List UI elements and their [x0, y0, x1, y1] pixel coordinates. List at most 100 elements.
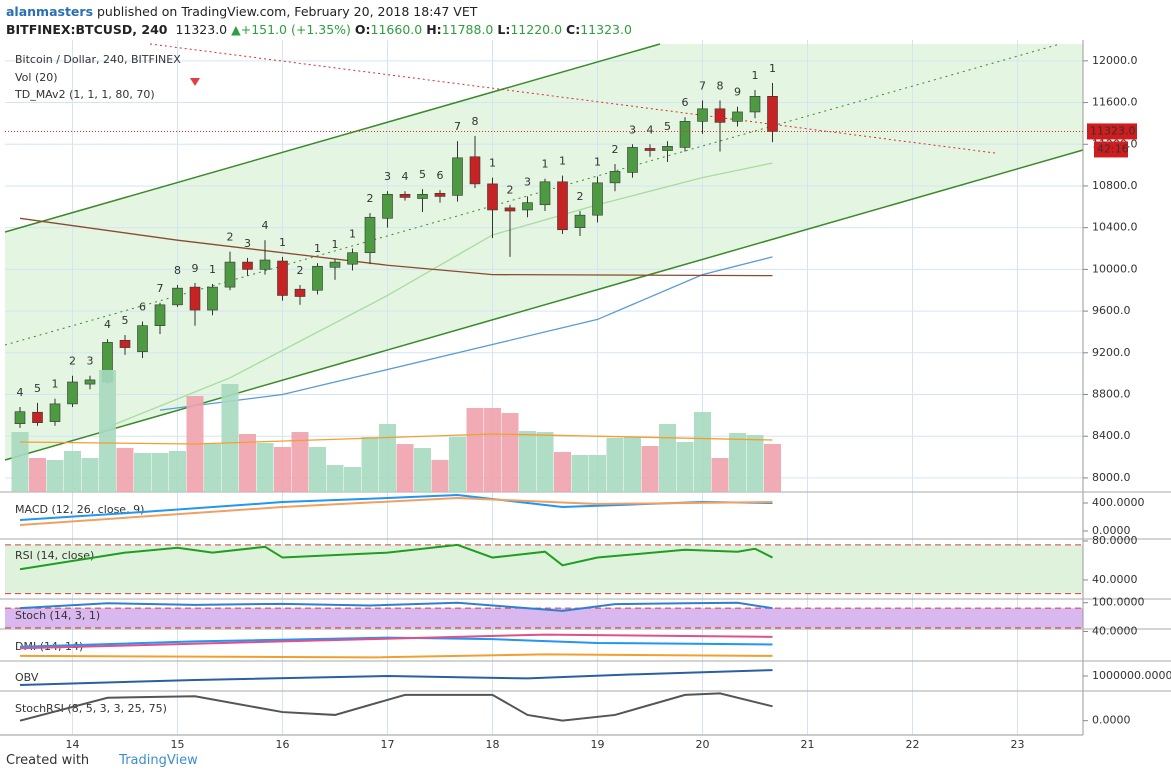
pane-title: Stoch (14, 3, 1)	[15, 609, 100, 622]
setup-count: 3	[524, 175, 531, 188]
volume-bar	[711, 458, 729, 492]
candle-body	[452, 157, 463, 196]
volume-bar	[46, 460, 64, 492]
setup-count: 1	[541, 158, 548, 171]
candle-body	[382, 194, 393, 219]
candle-body	[84, 379, 96, 385]
x-tick-label: 23	[1010, 738, 1024, 751]
candle-body	[557, 181, 568, 231]
setup-count: 3	[244, 237, 251, 250]
candle-body	[417, 194, 428, 199]
y-tick-label: 0.0000	[1092, 714, 1131, 727]
x-tick-label: 22	[905, 738, 919, 751]
candle-body	[242, 261, 253, 270]
setup-count: 6	[436, 169, 443, 182]
y-tick-label: 80.0000	[1092, 534, 1138, 547]
c-val: 11323.0	[580, 22, 632, 37]
volume-bar	[763, 444, 781, 492]
candle-body	[592, 182, 603, 216]
footer: Created with TradingView	[6, 753, 198, 768]
h-key: H:	[426, 22, 442, 37]
indicator-line	[19, 497, 773, 526]
setup-count: 6	[139, 301, 146, 314]
author: alanmasters	[6, 4, 94, 19]
setup-count: 7	[156, 282, 163, 295]
l-val: 11220.0	[510, 22, 563, 37]
indicator-line	[19, 633, 773, 650]
setup-count: 2	[576, 190, 583, 203]
indicator-line	[19, 543, 773, 571]
volume-bar	[81, 458, 99, 492]
volume-bar	[413, 448, 431, 492]
candle-body	[277, 260, 288, 296]
candle-body	[627, 147, 638, 173]
candle-body	[329, 261, 341, 268]
setup-count: 9	[191, 262, 198, 275]
volume-bar	[728, 433, 746, 492]
setup-count: 3	[629, 123, 636, 136]
setup-count: 4	[261, 219, 268, 232]
y-tick-label: 8400.0	[1092, 429, 1131, 442]
volume-bar	[256, 443, 274, 492]
last: 11323.0	[175, 22, 228, 37]
brand[interactable]: TradingView	[119, 753, 198, 768]
candle-body	[714, 108, 726, 123]
volume-bar	[221, 384, 239, 492]
y-tick-label: 12000.0	[1092, 54, 1138, 67]
candle-body	[14, 411, 26, 425]
candle-body	[172, 287, 183, 306]
h-val: 11788.0	[441, 22, 494, 37]
volume-bar	[536, 432, 554, 492]
setup-count: 5	[664, 120, 671, 133]
volume-bar	[501, 413, 519, 492]
indicator-line	[19, 636, 773, 648]
volume-bar	[746, 435, 764, 492]
candle-body	[312, 265, 323, 291]
candle-body	[662, 146, 673, 151]
y-tick-label: 9600.0	[1092, 304, 1131, 317]
setup-count: 1	[209, 263, 216, 276]
x-tick-label: 16	[275, 738, 289, 751]
candle-body	[732, 111, 743, 122]
candle-body	[137, 325, 148, 353]
y-tick-label: 8000.0	[1092, 471, 1131, 484]
setup-count: 8	[471, 115, 478, 128]
y-tick-label: 8800.0	[1092, 388, 1131, 401]
y-tick-label: 40.0000	[1092, 573, 1138, 586]
setup-count: 8	[716, 79, 723, 92]
band	[5, 608, 1083, 628]
volume-bar	[606, 438, 624, 492]
y-tick-label: 1000000.0000	[1092, 669, 1171, 682]
published: published on TradingView.com, February 2…	[97, 4, 478, 19]
candle-body	[207, 286, 218, 311]
candle-body	[767, 96, 778, 132]
setup-count: 1	[331, 238, 338, 251]
setup-count: 4	[16, 386, 23, 399]
indicator-line	[19, 653, 773, 659]
pane-title: StochRSI (8, 5, 3, 3, 25, 75)	[15, 702, 167, 715]
candle-body	[644, 148, 656, 151]
candle-body	[119, 339, 131, 348]
pane-title: Vol (20)	[15, 71, 58, 84]
candle-body	[259, 259, 271, 270]
header: alanmasters published on TradingView.com…	[6, 3, 632, 39]
candle-body	[189, 286, 201, 311]
volume-bar	[308, 447, 326, 492]
volume-bar	[378, 424, 396, 492]
volume-ma	[19, 433, 773, 445]
volume-bar	[28, 458, 46, 492]
setup-count: 1	[489, 157, 496, 170]
setup-count: 1	[349, 228, 356, 241]
volume-bar	[238, 434, 256, 492]
setup-count: 2	[366, 192, 373, 205]
indicator-line	[19, 669, 773, 686]
arrow: ▲	[231, 22, 241, 37]
y-tick-label: 400.0000	[1092, 496, 1145, 509]
volume-bar	[658, 424, 676, 492]
volume-bar	[343, 467, 361, 492]
candle-body	[487, 183, 498, 211]
candle-body	[697, 108, 708, 122]
candle-body	[469, 156, 481, 185]
volume-bar	[151, 453, 169, 492]
